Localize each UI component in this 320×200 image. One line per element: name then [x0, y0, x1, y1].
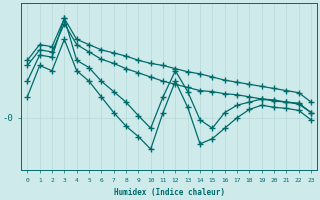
X-axis label: Humidex (Indice chaleur): Humidex (Indice chaleur) — [114, 188, 225, 197]
